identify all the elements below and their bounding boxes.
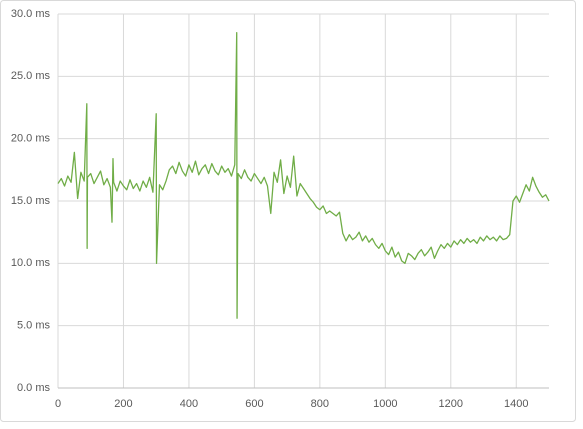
x-tick-label: 1400 <box>504 398 528 410</box>
x-tick-label: 200 <box>114 398 132 410</box>
x-tick-label: 1000 <box>373 398 397 410</box>
y-tick-label: 30.0 ms <box>11 8 51 20</box>
y-tick-label: 0.0 ms <box>17 382 51 394</box>
x-tick-label: 0 <box>55 398 61 410</box>
y-tick-label: 25.0 ms <box>11 70 51 82</box>
x-tick-label: 400 <box>180 398 198 410</box>
x-tick-label: 1200 <box>439 398 463 410</box>
y-tick-label: 15.0 ms <box>11 195 51 207</box>
x-tick-label: 600 <box>245 398 263 410</box>
data-line <box>57 32 550 319</box>
chart-border <box>0 0 576 422</box>
x-tick-label: 800 <box>311 398 329 410</box>
y-tick-label: 10.0 ms <box>11 257 51 269</box>
y-tick-label: 20.0 ms <box>11 133 51 145</box>
y-tick-label: 5.0 ms <box>17 320 51 332</box>
